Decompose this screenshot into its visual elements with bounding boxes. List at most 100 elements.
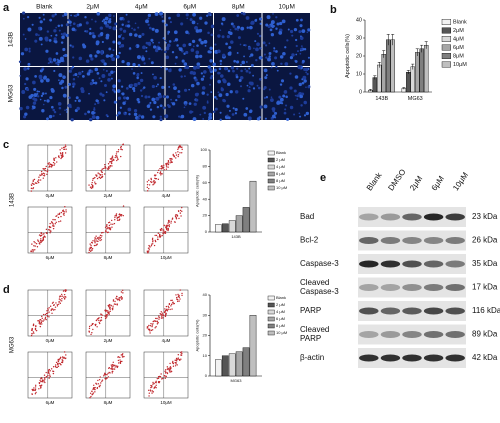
nucleus [94,54,98,58]
legend-swatch [441,27,452,34]
event [64,289,66,291]
plot-label: 4μM [162,193,171,198]
event [177,298,179,301]
nucleus [189,18,193,22]
nucleus [186,17,189,20]
event [147,251,149,253]
nucleus [301,29,306,33]
nucleus [300,18,303,22]
blot-strip [358,277,466,298]
nucleus [64,53,68,58]
nucleus [303,79,307,83]
y-tick-label: 0 [359,89,362,95]
nucleus [265,56,268,59]
nucleus [209,83,211,86]
event [111,160,113,163]
band [359,237,379,244]
bar [221,355,229,377]
nucleus [196,44,199,47]
nucleus [227,116,231,120]
legend-swatch [441,61,452,68]
nucleus [296,94,300,98]
event [116,298,118,300]
event [157,232,159,234]
nucleus [296,50,299,53]
nucleus [279,21,283,26]
nucleus [54,40,58,44]
nucleus [216,98,218,100]
nucleus [46,99,50,103]
event [175,218,178,220]
event [32,389,34,392]
nucleus [227,51,232,56]
event [154,381,157,384]
nucleus [273,47,276,50]
nucleus [80,89,85,94]
nucleus [170,98,173,101]
micrograph [117,13,165,66]
nucleus [279,83,283,86]
event [36,246,39,248]
event [150,386,152,389]
legend-swatch [267,295,275,301]
event [165,375,167,377]
nucleus [55,52,59,55]
event [166,227,168,229]
y-tick-label: 10 [356,71,362,77]
legend-swatch [267,150,275,156]
band-size: 35 kDa [472,259,498,268]
nucleus [195,29,200,33]
event [151,329,154,331]
nucleus [113,70,116,73]
bar [214,359,222,377]
nucleus [82,44,87,49]
bar [249,180,257,233]
nucleus [258,17,263,21]
event [179,144,181,147]
nucleus [103,62,107,66]
nucleus [268,88,271,91]
nucleus [165,23,168,27]
event [174,365,177,367]
event [108,167,110,170]
nucleus [161,19,165,23]
bar [415,52,420,93]
event [98,176,101,178]
event [152,323,154,325]
nucleus [263,104,268,109]
nucleus [45,78,50,83]
event [60,154,62,157]
event [55,361,58,364]
nucleus [143,86,146,89]
nucleus [44,36,49,41]
event [58,301,61,303]
nucleus [100,32,104,36]
event [43,235,46,237]
nucleus [72,56,75,59]
event [161,313,163,316]
event [177,296,180,298]
nucleus [156,105,160,109]
event [35,243,38,245]
event [122,214,124,217]
nucleus [128,32,133,37]
nucleus [250,63,254,67]
nucleus [89,27,92,30]
event [165,305,168,308]
event [109,166,111,168]
event [99,237,101,240]
nucleus [247,46,252,50]
nucleus [119,27,123,31]
nucleus [28,50,31,53]
nucleus [227,31,231,34]
nucleus [276,22,280,26]
event [146,327,148,329]
nucleus [270,66,273,69]
nucleus [26,16,30,19]
plot-label: 2μM [104,338,113,343]
event [46,173,48,175]
event [109,306,111,309]
nucleus [49,95,53,100]
nucleus [133,82,138,87]
event [47,308,49,310]
